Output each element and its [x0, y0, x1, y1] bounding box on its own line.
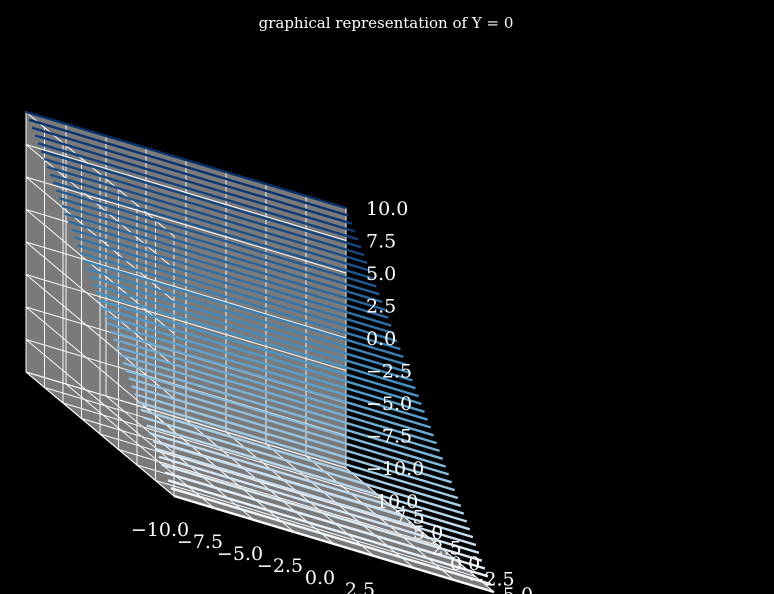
back-wall-grid-line-z — [25, 144, 347, 241]
contour-line — [40, 150, 362, 249]
contour-line — [73, 236, 395, 335]
x-tick-label: −10.0 — [131, 519, 189, 541]
contour-line — [25, 110, 347, 210]
contour-line — [31, 126, 353, 225]
chart-title: graphical representation of Y = 0 — [259, 14, 514, 32]
left-wall-grid-line-z — [25, 241, 175, 367]
contour-line — [119, 353, 440, 453]
contour-line — [167, 479, 489, 578]
z-tick-label: −5.0 — [366, 393, 412, 415]
contour-line — [101, 306, 422, 406]
z-tick-label: −2.5 — [366, 361, 412, 383]
contour-line — [173, 494, 495, 594]
contour-line — [149, 432, 471, 531]
z-tick-label: −10.0 — [366, 458, 424, 480]
contour-line — [46, 165, 368, 265]
contour-line — [143, 416, 465, 515]
contour-line — [107, 322, 428, 421]
left-wall-grid-line-z — [25, 144, 175, 269]
contour-line — [86, 267, 407, 366]
tick-labels: −10.0−7.5−5.0−2.50.02.55.07.510.0−10.0−7… — [131, 198, 533, 594]
contour-line — [67, 220, 389, 319]
contour-line — [152, 439, 474, 539]
contour-line — [95, 291, 416, 390]
contour-line — [110, 330, 431, 429]
x-tick-label: 5.0 — [385, 591, 415, 594]
contour-line — [155, 447, 477, 547]
back-wall-grid-line-z — [25, 241, 347, 339]
x-tick-label: 0.0 — [305, 567, 335, 589]
contour-line — [64, 212, 386, 312]
contour-line — [128, 377, 450, 476]
z-tick-label: 7.5 — [366, 231, 396, 253]
back-wall-grid-line-z — [25, 176, 347, 274]
contour-line — [164, 471, 486, 570]
y-tick-label: 10.0 — [376, 491, 418, 513]
contour-line — [140, 408, 462, 507]
contour-line — [89, 275, 410, 374]
y-tick-label: −5.0 — [487, 584, 533, 594]
y-tick-label: −2.5 — [469, 569, 515, 591]
contour-line — [161, 463, 483, 562]
x-tick-label: −5.0 — [217, 543, 263, 565]
contour-line — [58, 197, 380, 296]
y-tick-label: 5.0 — [413, 522, 443, 544]
contour-lines — [25, 110, 495, 594]
contour-line — [134, 392, 456, 492]
contour-line — [137, 400, 459, 500]
contour-line — [49, 173, 371, 272]
contour-line — [55, 189, 377, 288]
y-tick-label: 2.5 — [432, 538, 462, 560]
contour-line — [43, 157, 365, 257]
z-tick-label: 0.0 — [366, 328, 396, 350]
contour-line — [80, 251, 401, 351]
floor-grid-line-y — [62, 402, 384, 500]
contour-line — [113, 338, 434, 437]
contour-line — [122, 361, 444, 460]
contour-line — [158, 455, 480, 554]
contour-line — [125, 369, 447, 468]
contour-line — [104, 314, 425, 413]
floor-grid-line-y — [99, 433, 421, 531]
contour-line — [61, 204, 383, 304]
left-wall-grid-line-z — [25, 209, 175, 334]
contour-line — [83, 259, 404, 359]
contour-line — [98, 298, 419, 398]
floor-grid-line-y — [25, 371, 347, 469]
z-tick-label: 2.5 — [366, 296, 396, 318]
z-tick-label: 10.0 — [366, 198, 408, 220]
contour-line — [28, 118, 350, 217]
x-tick-label: −7.5 — [177, 531, 223, 553]
contour-line — [37, 142, 359, 241]
z-tick-label: 5.0 — [366, 263, 396, 285]
contour-line — [34, 134, 356, 233]
y-tick-label: 0.0 — [450, 553, 480, 575]
contour-line — [170, 487, 492, 586]
contour-line — [146, 424, 468, 523]
contour-line — [52, 181, 374, 280]
contour-line — [76, 244, 398, 343]
contour-line — [92, 283, 413, 382]
y-tick-label: 7.5 — [395, 507, 425, 529]
x-tick-label: −2.5 — [257, 555, 303, 577]
contour-line — [131, 385, 453, 484]
x-tick-label: 2.5 — [345, 579, 375, 594]
contour-line — [70, 228, 392, 327]
contour-line — [116, 345, 437, 445]
z-tick-label: −7.5 — [366, 426, 412, 448]
